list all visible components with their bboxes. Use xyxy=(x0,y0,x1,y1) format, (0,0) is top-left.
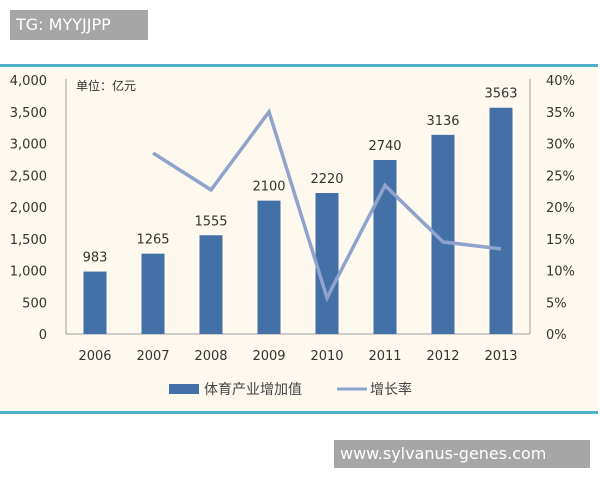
right-tick-label: 35% xyxy=(546,106,575,121)
x-tick-label: 2010 xyxy=(310,349,343,364)
bar-value-label: 2100 xyxy=(252,180,285,195)
bar xyxy=(141,253,165,334)
watermark-label: www.sylvanus-genes.com xyxy=(334,440,590,468)
bar xyxy=(257,200,281,334)
right-tick-label: 15% xyxy=(546,233,575,248)
bar-value-label: 1555 xyxy=(194,214,227,229)
right-tick-label: 20% xyxy=(546,201,575,216)
bar-value-labels: 983 1265 1555 2100 2220 2740 3136 3563 xyxy=(83,87,518,266)
bar xyxy=(315,193,339,334)
legend-bar-label: 体育产业增加值 xyxy=(204,382,302,398)
left-tick-label: 2,000 xyxy=(10,201,47,216)
left-tick-label: 4,000 xyxy=(10,74,47,89)
tag-label: TG: MYYJJPP xyxy=(10,10,148,40)
bar xyxy=(431,134,455,334)
bar-value-label: 1265 xyxy=(136,233,169,248)
bar xyxy=(489,107,513,334)
x-tick-label: 2011 xyxy=(368,349,401,364)
bar-value-label: 2740 xyxy=(368,139,401,154)
right-tick-label: 30% xyxy=(546,138,575,153)
bar xyxy=(199,235,223,334)
legend-bar-swatch xyxy=(169,384,199,394)
x-tick-label: 2009 xyxy=(252,349,285,364)
bar xyxy=(373,160,397,334)
bar-value-label: 3136 xyxy=(426,114,459,129)
x-tick-label: 2007 xyxy=(136,349,169,364)
growth-rate-line xyxy=(152,107,502,303)
right-tick-label: 10% xyxy=(546,265,575,280)
bar-value-label: 2220 xyxy=(310,172,343,187)
right-tick-label: 5% xyxy=(546,296,567,311)
left-tick-label: 1,000 xyxy=(10,265,47,280)
x-tick-label: 2008 xyxy=(194,349,227,364)
left-tick-label: 500 xyxy=(22,296,47,311)
legend: 体育产业增加值 增长率 xyxy=(169,381,412,398)
left-tick-label: 0 xyxy=(39,328,47,343)
left-tick-label: 1,500 xyxy=(10,233,47,248)
left-tick-label: 2,500 xyxy=(10,169,47,184)
left-tick-label: 3,000 xyxy=(10,138,47,153)
right-tick-label: 25% xyxy=(546,169,575,184)
x-tick-label: 2012 xyxy=(426,349,459,364)
x-axis-labels: 2006 2007 2008 2009 2010 2011 2012 2013 xyxy=(78,349,517,364)
right-tick-label: 0% xyxy=(546,328,567,343)
bar-value-label: 3563 xyxy=(484,87,517,102)
left-axis-ticks: 0 500 1,000 1,500 2,000 2,500 3,000 3,500 4,000 xyxy=(10,74,47,343)
left-tick-label: 3,500 xyxy=(10,106,47,121)
bar-value-label: 983 xyxy=(83,251,108,266)
bar xyxy=(83,271,107,334)
x-tick-label: 2013 xyxy=(484,349,517,364)
unit-label: 单位：亿元 xyxy=(76,78,136,93)
right-axis-ticks: 0% 5% 10% 15% 20% 25% 30% 35% 40% xyxy=(546,74,575,343)
legend-line-label: 增长率 xyxy=(370,381,412,398)
right-tick-label: 40% xyxy=(546,74,575,89)
bar-series xyxy=(83,107,513,334)
x-tick-label: 2006 xyxy=(78,349,111,364)
